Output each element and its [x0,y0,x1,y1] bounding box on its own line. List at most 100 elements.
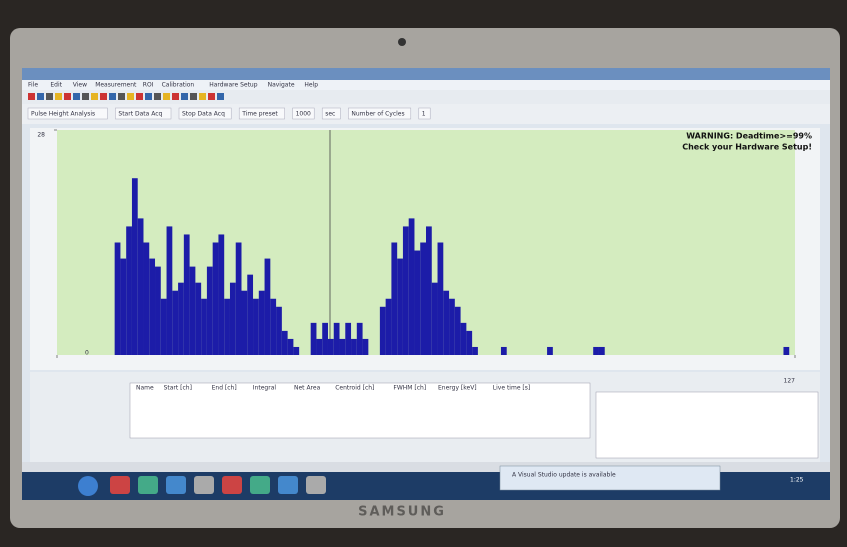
x-tick-label: 127 [784,378,796,385]
toolbar-icon[interactable] [37,93,44,100]
bar [155,267,161,355]
bar [276,307,282,355]
taskbar-app[interactable] [222,476,242,494]
menu-item[interactable]: Help [304,82,318,89]
menu-item[interactable]: File [28,82,38,89]
bar [190,267,196,355]
bar [207,267,213,355]
bar [443,291,449,355]
clock: 1:25 [790,477,804,484]
taskbar-app[interactable] [250,476,270,494]
bar [265,259,271,355]
bar [414,251,420,355]
y-tick-label: 28 [37,132,45,139]
bar [599,347,605,355]
bar [426,226,432,355]
bar [386,299,392,355]
taskbar-app[interactable] [166,476,186,494]
bar [143,243,149,356]
taskbar-app[interactable] [138,476,158,494]
notification-text: A Visual Studio update is available [512,472,616,479]
bar [351,339,357,355]
bar [397,259,403,355]
bar [328,339,334,355]
bar [213,243,219,356]
menu-item[interactable]: Edit [50,82,62,89]
menu-item[interactable]: View [73,82,87,89]
toolbar-label: 1000 [296,111,311,118]
toolbar-icon[interactable] [199,93,206,100]
toolbar-icon[interactable] [163,93,170,100]
toolbar-icon[interactable] [127,93,134,100]
bar [340,339,346,355]
brand-logo: SAMSUNG [358,505,446,520]
bar [391,243,397,356]
toolbar-icon[interactable] [217,93,224,100]
taskbar-app[interactable] [306,476,326,494]
taskbar-app[interactable] [110,476,130,494]
toolbar-icon[interactable] [145,93,152,100]
bar [172,291,178,355]
warning-text: WARNING: Deadtime>=99% [686,132,812,141]
bar [149,259,155,355]
toolbar-icon[interactable] [46,93,53,100]
toolbar-icon[interactable] [73,93,80,100]
menu-item[interactable]: ROI [143,82,154,89]
bar [363,339,369,355]
bar [322,323,328,355]
toolbar-icon[interactable] [109,93,116,100]
bar [357,323,363,355]
toolbar-icon[interactable] [118,93,125,100]
toolbar-label: Start Data Acq [118,111,162,118]
toolbar-icon[interactable] [172,93,179,100]
start-button[interactable] [78,476,98,496]
taskbar-app[interactable] [278,476,298,494]
column-header: Name [136,385,154,392]
bar [547,347,553,355]
toolbar-icon[interactable] [154,93,161,100]
bar [472,347,478,355]
camera [398,38,406,46]
toolbar-icon[interactable] [136,93,143,100]
bar [420,243,426,356]
bar [247,275,253,355]
toolbar-icon[interactable] [181,93,188,100]
toolbar [22,90,830,104]
bar [126,226,132,355]
toolbar-icon[interactable] [28,93,35,100]
toolbar-label: 1 [422,111,426,118]
bar [455,307,461,355]
toolbar-label: Stop Data Acq [182,111,225,118]
column-header: Energy [keV] [438,385,477,392]
column-header: Centroid [ch] [335,385,374,392]
bar [282,331,288,355]
bar [334,323,340,355]
menu-item[interactable]: Navigate [268,82,295,89]
menu-item[interactable]: Hardware Setup [209,82,258,89]
bar [230,283,236,355]
toolbar-icon[interactable] [100,93,107,100]
bar [466,331,472,355]
title-bar [22,68,830,80]
bar [288,339,294,355]
bar [380,307,386,355]
bar [259,291,265,355]
bar [132,178,138,355]
menu-item[interactable]: Calibration [162,82,195,89]
toolbar-icon[interactable] [190,93,197,100]
toolbar-icon[interactable] [208,93,215,100]
column-header: Live time [s] [493,385,530,392]
warning-text: Check your Hardware Setup! [682,143,812,152]
toolbar-icon[interactable] [64,93,71,100]
toolbar-icon[interactable] [55,93,62,100]
menu-item[interactable]: Measurement [95,82,137,89]
bar [449,299,455,355]
taskbar-app[interactable] [194,476,214,494]
toolbar-icon[interactable] [82,93,89,100]
bar [178,283,184,355]
toolbar-icon[interactable] [91,93,98,100]
bar [432,283,438,355]
bar [501,347,507,355]
bar [438,243,444,356]
bar [195,283,201,355]
